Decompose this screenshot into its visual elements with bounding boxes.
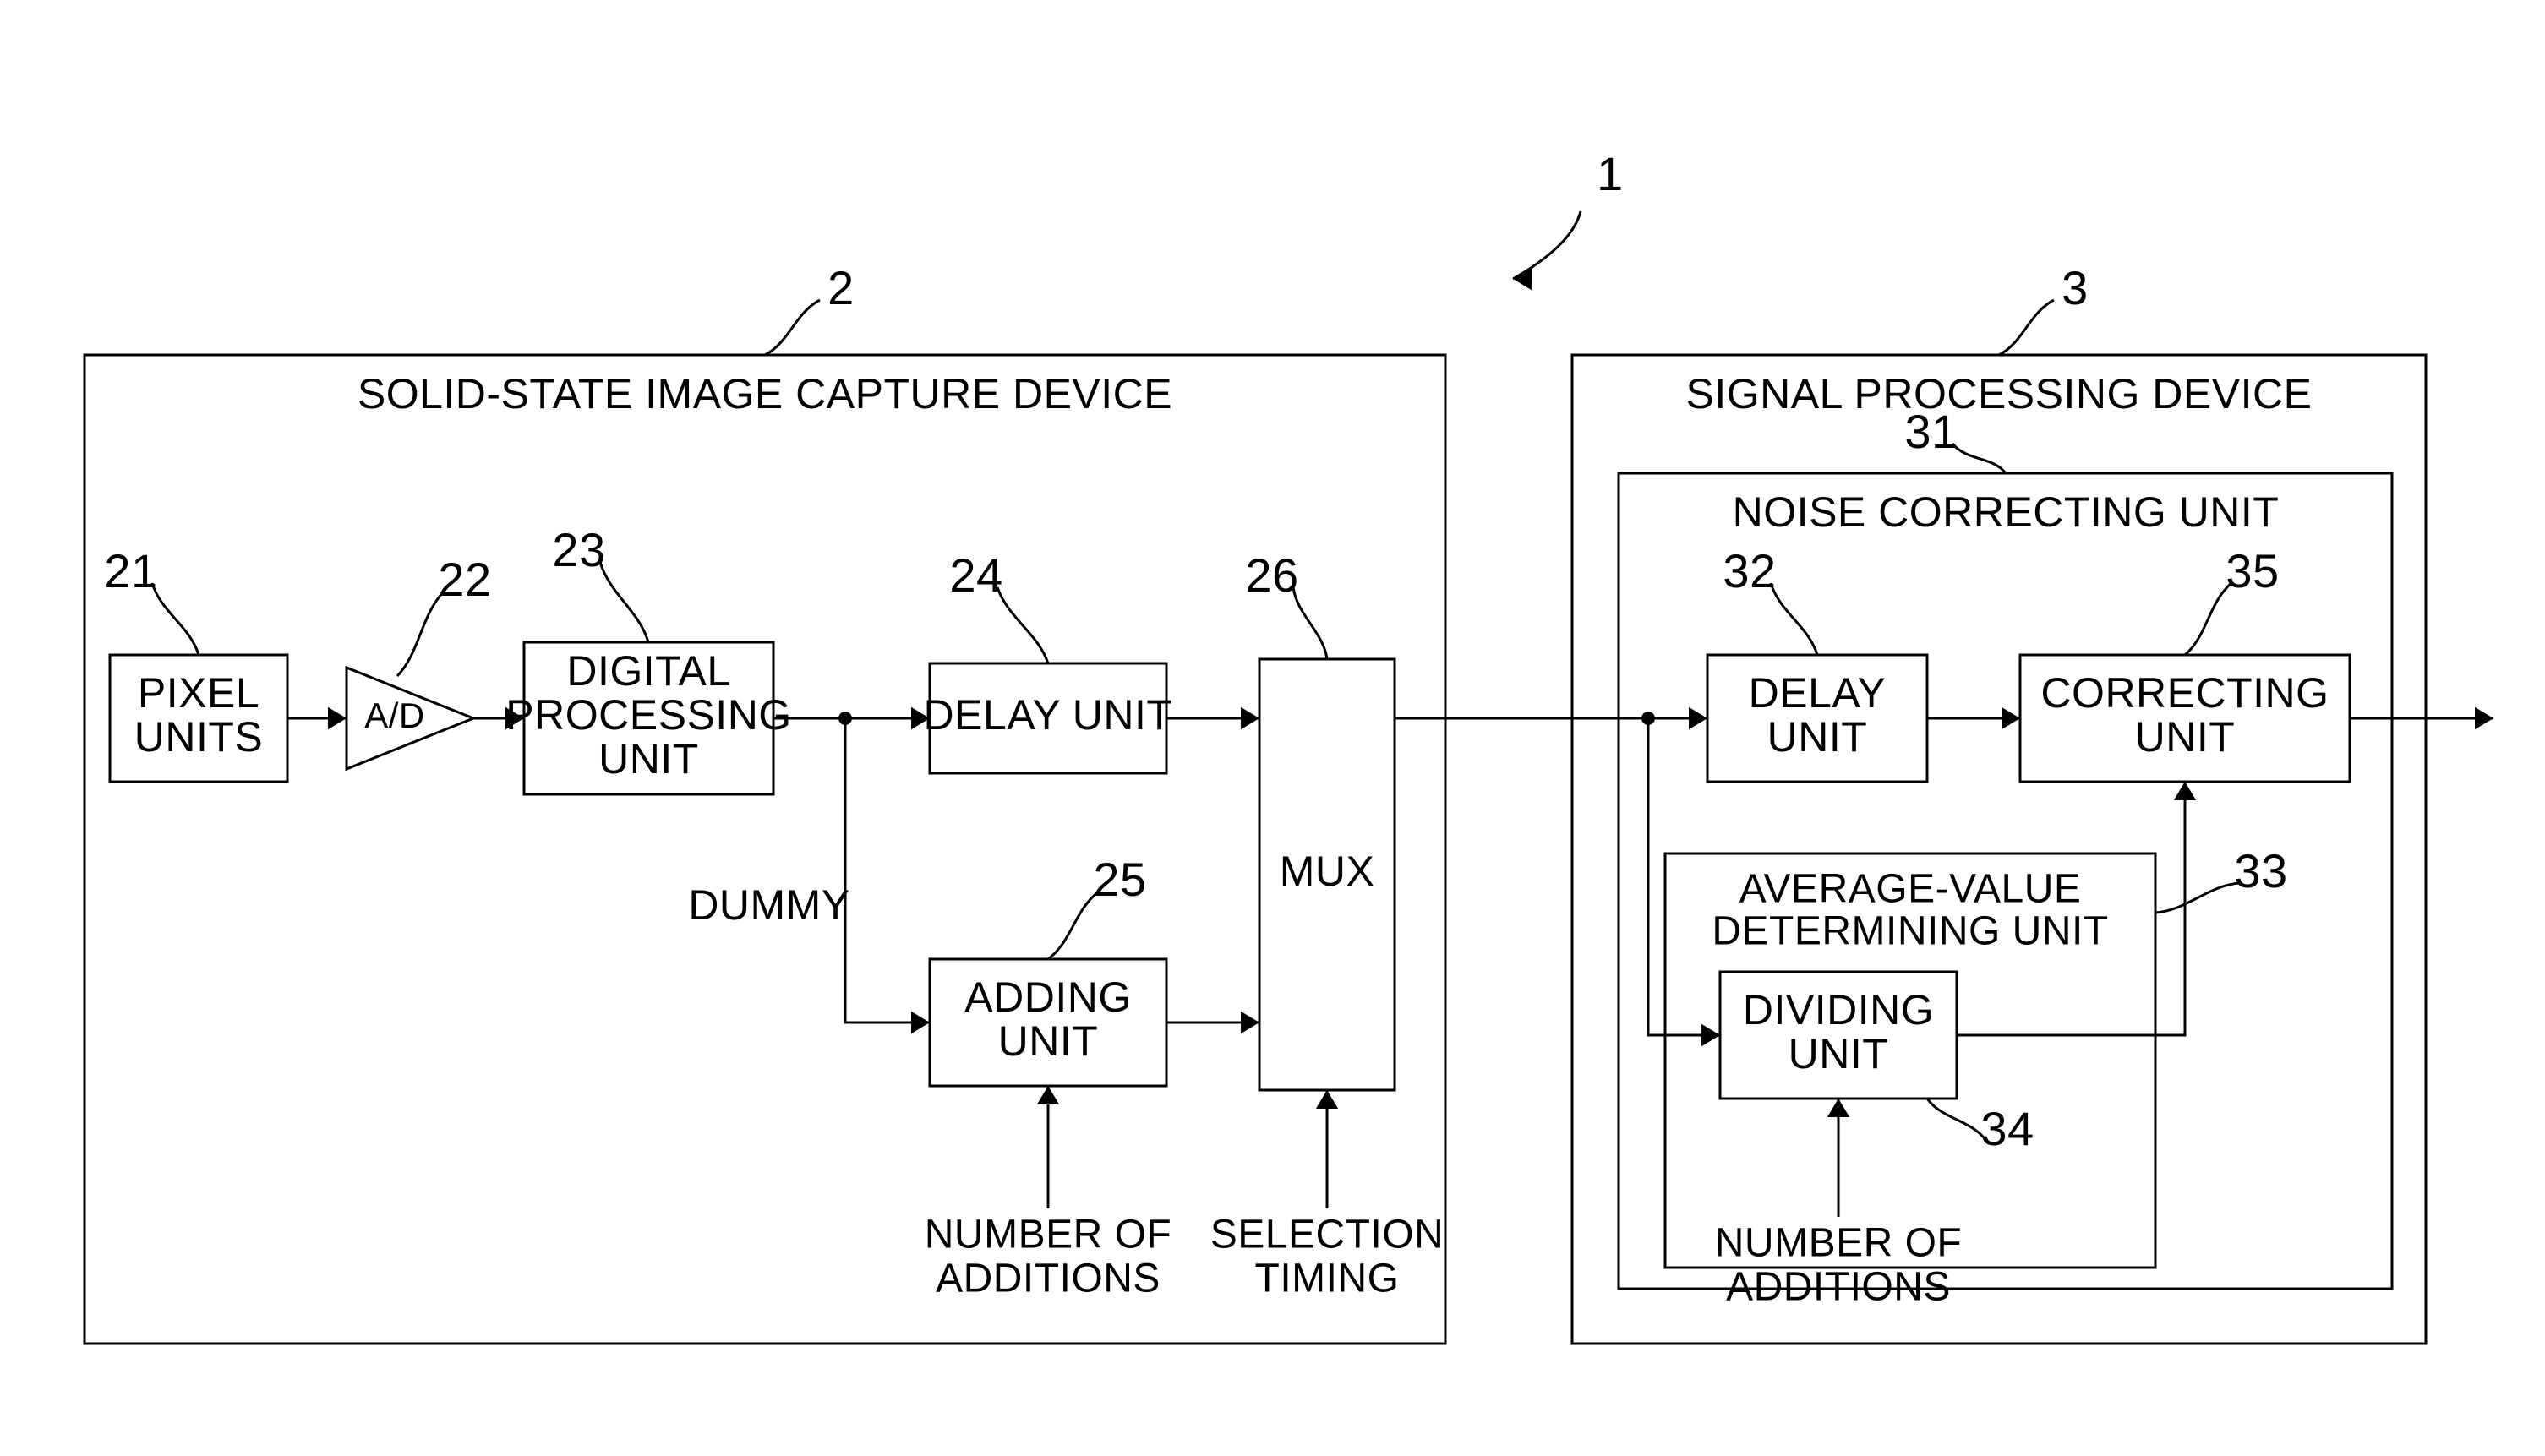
mux-label-line-0: MUX: [1280, 848, 1375, 895]
delay2-label-line-0: DELAY: [1749, 669, 1887, 717]
capture-title: SOLID-STATE IMAGE CAPTURE DEVICE: [358, 370, 1172, 417]
delay1-ref: 24: [949, 548, 1002, 602]
pixel-label-line-1: UNITS: [134, 713, 264, 761]
delay1-label-line-0: DELAY UNIT: [924, 691, 1173, 739]
correct-label-line-1: UNIT: [2135, 713, 2236, 761]
pixel-label-line-0: PIXEL: [138, 669, 259, 717]
pixel-ref: 21: [104, 544, 157, 597]
capture-device-box: [85, 355, 1445, 1344]
correct-label-line-0: CORRECTING: [2040, 669, 2329, 717]
dpu-label-line-1: PROCESSING: [505, 691, 791, 739]
adding-input-label-line-0: NUMBER OF: [925, 1213, 1172, 1257]
mux-input-label-line-1: TIMING: [1255, 1257, 1400, 1301]
dummy-label: DUMMY: [688, 881, 849, 929]
divide-input-label-line-0: NUMBER OF: [1715, 1221, 1963, 1266]
divide-label-line-1: UNIT: [1789, 1030, 1889, 1077]
system-lead: [1513, 211, 1581, 279]
avg-title-line-1: DETERMINING UNIT: [1712, 909, 2108, 954]
divide-label-line-0: DIVIDING: [1743, 986, 1934, 1033]
delay2-ref: 32: [1723, 544, 1776, 597]
capture-lead: [765, 300, 820, 355]
signal-ref: 3: [2062, 261, 2089, 314]
noise-ref: 31: [1904, 405, 1958, 458]
divide-ref: 34: [1980, 1102, 2034, 1155]
signal-lead: [1999, 300, 2054, 355]
noise-title: NOISE CORRECTING UNIT: [1733, 488, 2280, 536]
mux-input-label-line-0: SELECTION: [1210, 1213, 1445, 1257]
capture-ref: 2: [827, 261, 855, 314]
divide-input-label-line-1: ADDITIONS: [1726, 1265, 1951, 1310]
dpu-label-line-0: DIGITAL: [566, 647, 730, 695]
ad-label: A/D: [364, 695, 425, 735]
mux-ref: 26: [1245, 548, 1298, 602]
dpu-label-line-2: UNIT: [598, 735, 699, 783]
avg-ref: 33: [2234, 844, 2287, 897]
adding-label-line-0: ADDING: [964, 973, 1131, 1021]
adding-input-label-line-1: ADDITIONS: [936, 1257, 1161, 1301]
signal-title: SIGNAL PROCESSING DEVICE: [1686, 370, 2313, 417]
correct-ref: 35: [2226, 544, 2279, 597]
adding-ref: 25: [1093, 853, 1146, 906]
system-ref: 1: [1597, 147, 1624, 200]
ad-ref: 22: [438, 553, 491, 606]
avg-title-line-0: AVERAGE-VALUE: [1739, 867, 2082, 912]
dpu-ref: 23: [552, 523, 605, 576]
delay2-label-line-1: UNIT: [1767, 713, 1868, 761]
adding-label-line-1: UNIT: [998, 1017, 1099, 1065]
